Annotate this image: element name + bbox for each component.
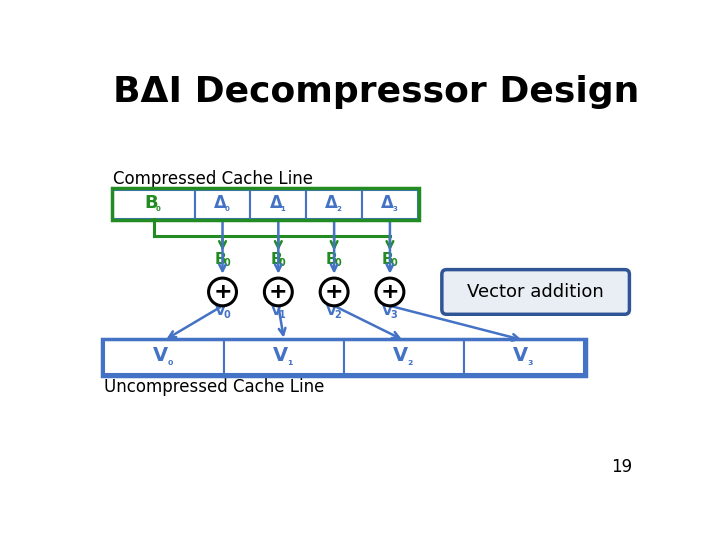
Bar bbox=[113, 190, 194, 219]
Text: Compressed Cache Line: Compressed Cache Line bbox=[113, 170, 313, 188]
Text: ₂: ₂ bbox=[408, 355, 413, 368]
Text: 0: 0 bbox=[223, 259, 230, 268]
Bar bbox=[362, 190, 418, 219]
Text: Uncompressed Cache Line: Uncompressed Cache Line bbox=[104, 377, 324, 396]
Text: V: V bbox=[513, 346, 528, 365]
Text: Δ: Δ bbox=[269, 194, 282, 212]
Text: 0: 0 bbox=[390, 259, 397, 268]
Text: V: V bbox=[271, 304, 282, 318]
Text: ₃: ₃ bbox=[528, 355, 534, 368]
Text: 19: 19 bbox=[611, 458, 632, 476]
Circle shape bbox=[320, 278, 348, 306]
Circle shape bbox=[376, 278, 404, 306]
Text: 0: 0 bbox=[335, 259, 341, 268]
Text: Δ: Δ bbox=[381, 194, 394, 212]
Text: 3: 3 bbox=[390, 310, 397, 320]
Text: B: B bbox=[382, 252, 393, 267]
Text: B: B bbox=[270, 252, 282, 267]
Text: +: + bbox=[381, 282, 399, 302]
Text: 0: 0 bbox=[279, 259, 286, 268]
Text: Δ: Δ bbox=[214, 194, 227, 212]
Text: Vector addition: Vector addition bbox=[467, 283, 604, 301]
Text: B: B bbox=[145, 194, 158, 212]
Text: V: V bbox=[382, 304, 393, 318]
Bar bbox=[251, 190, 306, 219]
Text: ₂: ₂ bbox=[336, 203, 341, 213]
Text: V: V bbox=[273, 346, 288, 365]
Text: +: + bbox=[269, 282, 287, 302]
FancyBboxPatch shape bbox=[442, 269, 629, 314]
Bar bbox=[344, 340, 464, 374]
Text: +: + bbox=[325, 282, 343, 302]
Text: B: B bbox=[215, 252, 226, 267]
Text: 0: 0 bbox=[223, 310, 230, 320]
Text: V: V bbox=[153, 346, 168, 365]
Text: +: + bbox=[213, 282, 232, 302]
Text: B: B bbox=[326, 252, 338, 267]
Bar bbox=[194, 190, 251, 219]
Circle shape bbox=[264, 278, 292, 306]
Text: V: V bbox=[326, 304, 337, 318]
Text: 2: 2 bbox=[335, 310, 341, 320]
Text: V: V bbox=[215, 304, 225, 318]
Text: BΔI Decompressor Design: BΔI Decompressor Design bbox=[113, 75, 639, 109]
Text: ₀: ₀ bbox=[156, 203, 161, 213]
Text: V: V bbox=[393, 346, 408, 365]
Text: Δ: Δ bbox=[325, 194, 338, 212]
Text: ₃: ₃ bbox=[392, 203, 397, 213]
Text: ₀: ₀ bbox=[168, 355, 173, 368]
Circle shape bbox=[209, 278, 236, 306]
Bar bbox=[224, 340, 344, 374]
Text: ₀: ₀ bbox=[225, 203, 230, 213]
Text: ₁: ₁ bbox=[281, 203, 285, 213]
Bar bbox=[306, 190, 362, 219]
Text: ₁: ₁ bbox=[287, 355, 293, 368]
Bar bbox=[464, 340, 585, 374]
Bar bbox=[104, 340, 224, 374]
Text: 1: 1 bbox=[279, 310, 286, 320]
